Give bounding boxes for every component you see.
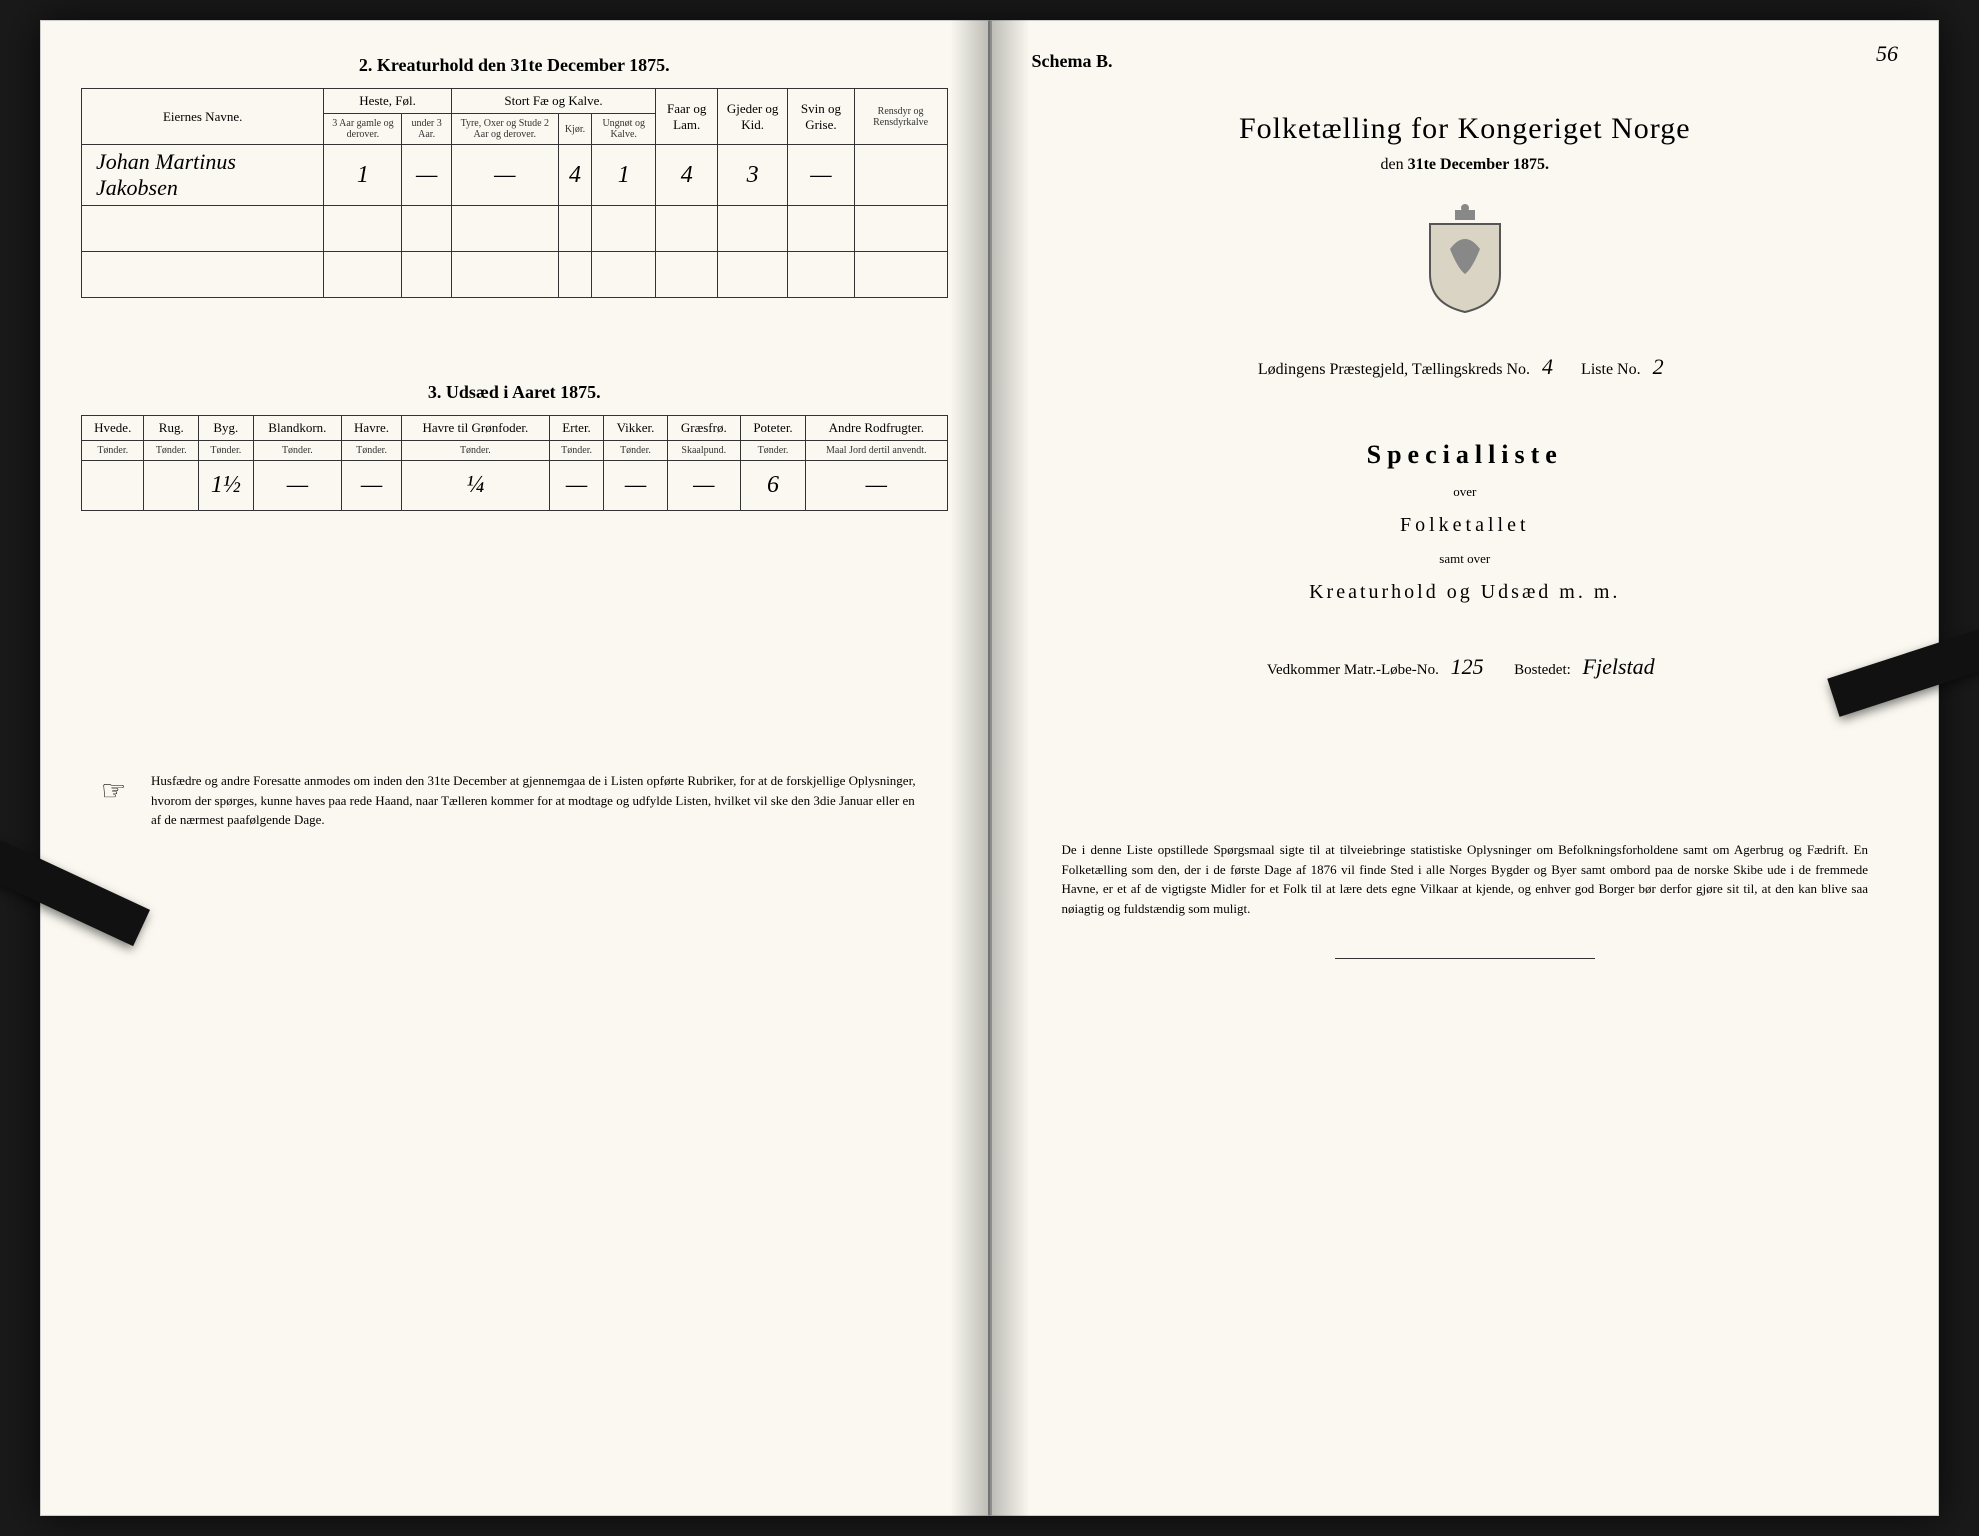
kreds-no: 4: [1534, 354, 1561, 379]
udsaed-cell: 1½: [199, 461, 254, 511]
subtitle-date: 31te December 1875.: [1408, 156, 1549, 173]
sub-s1: Tyre, Oxer og Stude 2 Aar og derover.: [451, 114, 558, 145]
cell-svin: —: [788, 145, 855, 206]
udsaed-cell: [144, 461, 199, 511]
udsaed-unit: Tønder.: [342, 441, 402, 461]
folketallet-label: Folketallet: [1032, 514, 1899, 537]
census-subtitle: den 31te December 1875.: [1032, 156, 1899, 174]
section3-title: 3. Udsæd i Aaret 1875.: [81, 382, 948, 403]
owner-name: Johan Martinus Jakobsen: [82, 145, 324, 206]
cell-gjeder: 3: [718, 145, 788, 206]
book-spread: 2. Kreaturhold den 31te December 1875. E…: [40, 20, 1939, 1516]
udsaed-cell: —: [667, 461, 740, 511]
udsaed-col: Græsfrø.: [667, 416, 740, 441]
parish-pre: Lødingens Præstegjeld, Tællingskreds No.: [1258, 361, 1530, 378]
udsaed-col: Havre til Grønfoder.: [401, 416, 549, 441]
section2-title: 2. Kreaturhold den 31te December 1875.: [81, 55, 948, 76]
udsaed-unit: Tønder.: [82, 441, 144, 461]
matr-no: 125: [1443, 654, 1492, 679]
udsaed-unit: Skaalpund.: [667, 441, 740, 461]
udsaed-units-row: Tønder.Tønder.Tønder.Tønder.Tønder.Tønde…: [82, 441, 948, 461]
liste-no: 2: [1645, 354, 1672, 379]
col-owner: Eiernes Navne.: [82, 89, 324, 145]
census-title: Folketælling for Kongeriget Norge: [1032, 112, 1899, 146]
udsaed-col: Hvede.: [82, 416, 144, 441]
grp-stort: Stort Fæ og Kalve.: [451, 89, 656, 114]
udsaed-cell: ¼: [401, 461, 549, 511]
grp-heste: Heste, Føl.: [324, 89, 451, 114]
cell-s1: —: [451, 145, 558, 206]
table-row: [82, 252, 948, 298]
sub-h1: 3 Aar gamle og derover.: [324, 114, 402, 145]
over-label: over: [1032, 484, 1899, 500]
udsaed-unit: Tønder.: [253, 441, 342, 461]
udsaed-unit: Tønder.: [144, 441, 199, 461]
udsaed-cell: —: [604, 461, 667, 511]
udsaed-unit: Tønder.: [549, 441, 604, 461]
table-row: [82, 206, 948, 252]
cell-h2: —: [402, 145, 451, 206]
page-number: 56: [1876, 41, 1898, 67]
parish-line: Lødingens Præstegjeld, Tællingskreds No.…: [1032, 354, 1899, 380]
coat-of-arms-icon: [1420, 204, 1510, 314]
cell-s3: 1: [592, 145, 656, 206]
right-page: Schema B. 56 Folketælling for Kongeriget…: [990, 20, 1940, 1516]
divider: [1335, 958, 1595, 959]
kreatur-label: Kreaturhold og Udsæd m. m.: [1032, 581, 1899, 604]
liste-label: Liste No.: [1581, 361, 1641, 378]
udsaed-cell: [82, 461, 144, 511]
subtitle-pre: den: [1380, 156, 1407, 173]
udsaed-col: Blandkorn.: [253, 416, 342, 441]
col-ren: Rensdyr og Rensdyrkalve: [854, 89, 947, 145]
udsaed-cell: —: [342, 461, 402, 511]
sub-s3: Ungnøt og Kalve.: [592, 114, 656, 145]
udsaed-col: Byg.: [199, 416, 254, 441]
udsaed-table: Hvede.Rug.Byg.Blandkorn.Havre.Havre til …: [81, 415, 948, 511]
schema-label: Schema B.: [1032, 51, 1899, 72]
udsaed-col: Erter.: [549, 416, 604, 441]
pointing-hand-icon: ☞: [101, 771, 126, 813]
udsaed-col: Andre Rodfrugter.: [806, 416, 947, 441]
cell-ren: [854, 145, 947, 206]
sub-s2: Kjør.: [558, 114, 591, 145]
udsaed-cell: —: [806, 461, 947, 511]
cell-faar: 4: [656, 145, 718, 206]
udsaed-cell: —: [253, 461, 342, 511]
left-page: 2. Kreaturhold den 31te December 1875. E…: [40, 20, 990, 1516]
right-footnote: De i denne Liste opstillede Spørgsmaal s…: [1032, 840, 1899, 918]
udsaed-unit: Tønder.: [604, 441, 667, 461]
udsaed-header-row: Hvede.Rug.Byg.Blandkorn.Havre.Havre til …: [82, 416, 948, 441]
kreaturhold-table: Eiernes Navne. Heste, Føl. Stort Fæ og K…: [81, 88, 948, 298]
udsaed-unit: Tønder.: [401, 441, 549, 461]
cell-h1: 1: [324, 145, 402, 206]
bostedet-value: Fjelstad: [1575, 654, 1663, 679]
footnote-text: Husfædre og andre Foresatte anmodes om i…: [151, 773, 916, 827]
udsaed-col: Vikker.: [604, 416, 667, 441]
cell-s2: 4: [558, 145, 591, 206]
udsaed-cell: —: [549, 461, 604, 511]
udsaed-cell: 6: [740, 461, 805, 511]
table-row: Johan Martinus Jakobsen 1 — — 4 1 4 3 —: [82, 145, 948, 206]
vedkommer-line: Vedkommer Matr.-Løbe-No. 125 Bostedet: F…: [1032, 654, 1899, 680]
col-faar: Faar og Lam.: [656, 89, 718, 145]
table-row: 1½——¼———6—: [82, 461, 948, 511]
ved-pre: Vedkommer Matr.-Løbe-No.: [1267, 662, 1439, 678]
col-gjeder: Gjeder og Kid.: [718, 89, 788, 145]
left-footnote: ☞ Husfædre og andre Foresatte anmodes om…: [81, 771, 948, 830]
udsaed-unit: Tønder.: [199, 441, 254, 461]
udsaed-unit: Tønder.: [740, 441, 805, 461]
udsaed-col: Havre.: [342, 416, 402, 441]
specialliste-title: Specialliste: [1032, 440, 1899, 470]
udsaed-col: Rug.: [144, 416, 199, 441]
udsaed-unit: Maal Jord dertil anvendt.: [806, 441, 947, 461]
sub-h2: under 3 Aar.: [402, 114, 451, 145]
bostedet-label: Bostedet:: [1514, 662, 1571, 678]
col-svin: Svin og Grise.: [788, 89, 855, 145]
samt-label: samt over: [1032, 551, 1899, 567]
udsaed-col: Poteter.: [740, 416, 805, 441]
